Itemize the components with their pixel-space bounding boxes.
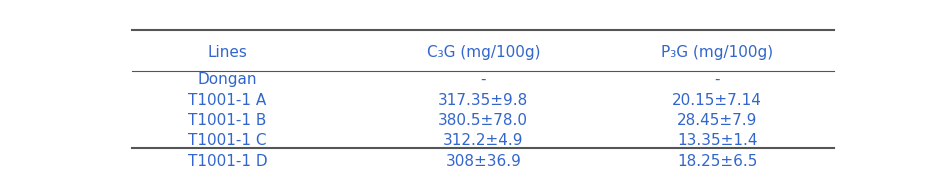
Text: -: -: [715, 72, 720, 87]
Text: -: -: [481, 72, 486, 87]
Text: 312.2±4.9: 312.2±4.9: [443, 134, 523, 148]
Text: 308±36.9: 308±36.9: [445, 154, 521, 169]
Text: T1001-1 C: T1001-1 C: [189, 134, 267, 148]
Text: Dongan: Dongan: [198, 72, 257, 87]
Text: T1001-1 D: T1001-1 D: [188, 154, 267, 169]
Text: Lines: Lines: [207, 45, 247, 60]
Text: 18.25±6.5: 18.25±6.5: [677, 154, 757, 169]
Text: C₃G (mg/100g): C₃G (mg/100g): [426, 45, 540, 60]
Text: T1001-1 A: T1001-1 A: [189, 93, 267, 108]
Text: 317.35±9.8: 317.35±9.8: [438, 93, 528, 108]
Text: P₃G (mg/100g): P₃G (mg/100g): [661, 45, 773, 60]
Text: 380.5±78.0: 380.5±78.0: [438, 113, 528, 128]
Text: 28.45±7.9: 28.45±7.9: [677, 113, 757, 128]
Text: T1001-1 B: T1001-1 B: [189, 113, 267, 128]
Text: 13.35±1.4: 13.35±1.4: [677, 134, 757, 148]
Text: 20.15±7.14: 20.15±7.14: [672, 93, 762, 108]
